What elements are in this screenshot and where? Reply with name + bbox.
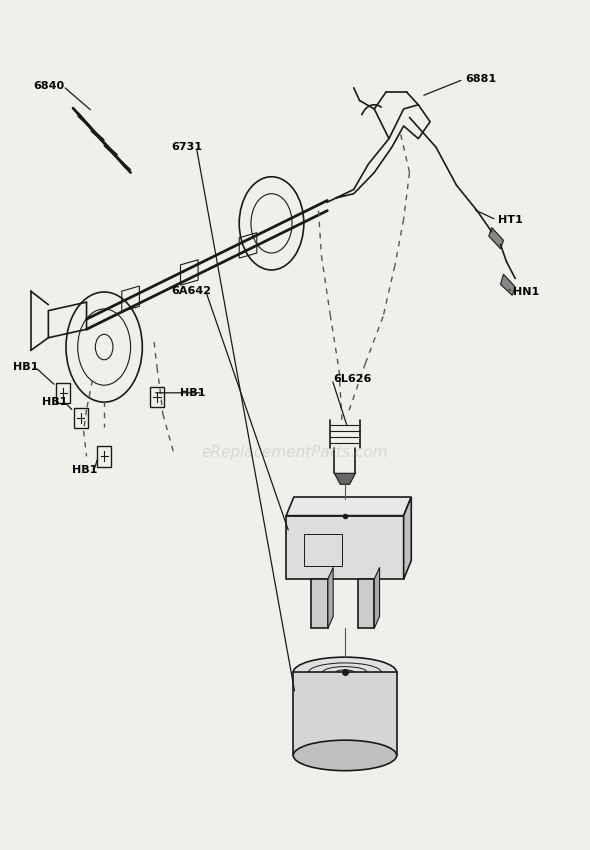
- Text: HB1: HB1: [42, 397, 68, 407]
- Text: 6840: 6840: [33, 81, 64, 91]
- Text: 6L626: 6L626: [333, 374, 372, 384]
- Bar: [304, 535, 342, 566]
- Polygon shape: [404, 497, 411, 579]
- Polygon shape: [489, 228, 503, 249]
- Bar: [312, 579, 328, 628]
- Text: 6881: 6881: [466, 74, 496, 84]
- Bar: [286, 516, 404, 579]
- Text: HT1: HT1: [497, 215, 522, 225]
- Polygon shape: [500, 275, 515, 296]
- Polygon shape: [374, 567, 379, 628]
- Text: 6731: 6731: [172, 142, 203, 152]
- Text: HB1: HB1: [72, 465, 97, 475]
- Text: 6A642: 6A642: [172, 286, 212, 296]
- Bar: [293, 672, 396, 756]
- Text: HN1: HN1: [513, 287, 540, 297]
- Ellipse shape: [293, 657, 396, 688]
- Text: eReplacementParts.com: eReplacementParts.com: [202, 445, 388, 460]
- Bar: [358, 579, 374, 628]
- Text: HB1: HB1: [181, 388, 206, 398]
- Polygon shape: [286, 497, 411, 516]
- Ellipse shape: [293, 740, 396, 771]
- Polygon shape: [335, 473, 356, 484]
- Text: HB1: HB1: [13, 362, 38, 372]
- Polygon shape: [328, 567, 333, 628]
